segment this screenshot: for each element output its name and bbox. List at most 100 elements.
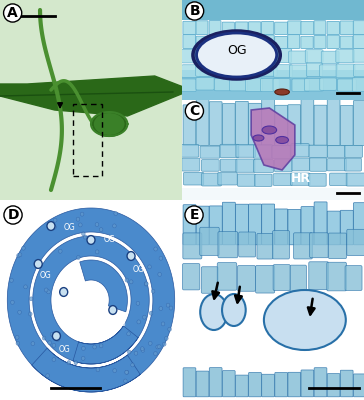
- FancyBboxPatch shape: [209, 206, 222, 245]
- FancyBboxPatch shape: [314, 21, 326, 34]
- Circle shape: [82, 356, 85, 360]
- Circle shape: [148, 265, 151, 269]
- Circle shape: [53, 225, 56, 229]
- FancyBboxPatch shape: [273, 231, 289, 259]
- FancyBboxPatch shape: [327, 211, 340, 245]
- FancyBboxPatch shape: [236, 101, 248, 146]
- Circle shape: [56, 332, 59, 336]
- FancyBboxPatch shape: [288, 105, 301, 146]
- Circle shape: [87, 236, 95, 244]
- FancyBboxPatch shape: [200, 227, 219, 256]
- FancyBboxPatch shape: [288, 21, 301, 34]
- FancyBboxPatch shape: [220, 159, 237, 171]
- Circle shape: [21, 246, 25, 250]
- FancyBboxPatch shape: [222, 36, 236, 48]
- Circle shape: [253, 135, 264, 141]
- FancyBboxPatch shape: [301, 370, 314, 397]
- Circle shape: [149, 311, 153, 315]
- Text: D: D: [7, 208, 19, 222]
- Circle shape: [143, 315, 146, 319]
- FancyBboxPatch shape: [288, 372, 301, 397]
- Circle shape: [10, 278, 13, 282]
- FancyBboxPatch shape: [275, 372, 288, 397]
- Circle shape: [52, 332, 60, 340]
- FancyBboxPatch shape: [327, 22, 340, 34]
- FancyBboxPatch shape: [292, 79, 309, 92]
- FancyBboxPatch shape: [183, 34, 195, 48]
- FancyBboxPatch shape: [272, 146, 290, 158]
- FancyBboxPatch shape: [229, 65, 244, 77]
- Circle shape: [137, 320, 141, 324]
- Circle shape: [46, 374, 50, 378]
- FancyBboxPatch shape: [236, 144, 256, 157]
- Polygon shape: [0, 76, 191, 116]
- FancyBboxPatch shape: [304, 78, 324, 91]
- Circle shape: [34, 260, 42, 268]
- Circle shape: [149, 341, 152, 345]
- FancyBboxPatch shape: [218, 172, 237, 185]
- FancyBboxPatch shape: [310, 158, 327, 171]
- FancyBboxPatch shape: [209, 368, 222, 397]
- FancyBboxPatch shape: [336, 64, 355, 78]
- Text: OG: OG: [58, 346, 70, 354]
- FancyBboxPatch shape: [222, 202, 236, 245]
- Circle shape: [82, 346, 85, 350]
- FancyBboxPatch shape: [327, 262, 347, 291]
- Circle shape: [158, 345, 161, 349]
- Circle shape: [47, 222, 55, 230]
- FancyBboxPatch shape: [217, 262, 237, 290]
- FancyBboxPatch shape: [301, 36, 313, 48]
- Circle shape: [76, 256, 80, 260]
- FancyBboxPatch shape: [200, 146, 220, 158]
- FancyBboxPatch shape: [290, 173, 310, 185]
- FancyBboxPatch shape: [218, 232, 238, 258]
- FancyBboxPatch shape: [237, 174, 256, 186]
- FancyBboxPatch shape: [255, 174, 272, 186]
- FancyBboxPatch shape: [330, 173, 348, 186]
- FancyBboxPatch shape: [209, 20, 221, 34]
- Circle shape: [29, 297, 33, 301]
- FancyBboxPatch shape: [275, 49, 292, 62]
- FancyBboxPatch shape: [301, 100, 314, 146]
- Circle shape: [166, 303, 170, 307]
- FancyBboxPatch shape: [314, 105, 327, 146]
- Circle shape: [52, 358, 56, 362]
- FancyBboxPatch shape: [239, 232, 256, 257]
- FancyBboxPatch shape: [301, 22, 314, 34]
- FancyBboxPatch shape: [290, 265, 306, 293]
- FancyBboxPatch shape: [181, 49, 197, 63]
- FancyBboxPatch shape: [182, 158, 200, 171]
- FancyBboxPatch shape: [262, 374, 274, 397]
- FancyBboxPatch shape: [340, 106, 353, 146]
- FancyBboxPatch shape: [346, 173, 364, 186]
- FancyBboxPatch shape: [288, 35, 300, 48]
- Circle shape: [151, 289, 155, 293]
- Circle shape: [193, 31, 280, 79]
- Circle shape: [125, 370, 128, 374]
- Circle shape: [145, 282, 148, 286]
- Circle shape: [159, 306, 163, 310]
- FancyBboxPatch shape: [258, 50, 277, 63]
- Ellipse shape: [200, 294, 228, 330]
- Circle shape: [161, 322, 165, 326]
- Circle shape: [127, 252, 135, 260]
- Polygon shape: [80, 260, 127, 312]
- FancyBboxPatch shape: [256, 266, 275, 293]
- Ellipse shape: [275, 89, 289, 95]
- FancyBboxPatch shape: [275, 105, 288, 146]
- FancyBboxPatch shape: [222, 371, 235, 397]
- FancyBboxPatch shape: [249, 372, 261, 397]
- Circle shape: [31, 342, 35, 346]
- Bar: [182, 188, 364, 200]
- FancyBboxPatch shape: [354, 64, 364, 77]
- FancyBboxPatch shape: [273, 65, 292, 77]
- FancyBboxPatch shape: [340, 21, 354, 34]
- Circle shape: [15, 335, 19, 339]
- Circle shape: [99, 228, 103, 232]
- FancyBboxPatch shape: [201, 160, 219, 171]
- FancyBboxPatch shape: [293, 233, 312, 259]
- Circle shape: [131, 363, 134, 367]
- Circle shape: [52, 343, 56, 347]
- Circle shape: [165, 336, 168, 340]
- Text: C: C: [189, 104, 199, 118]
